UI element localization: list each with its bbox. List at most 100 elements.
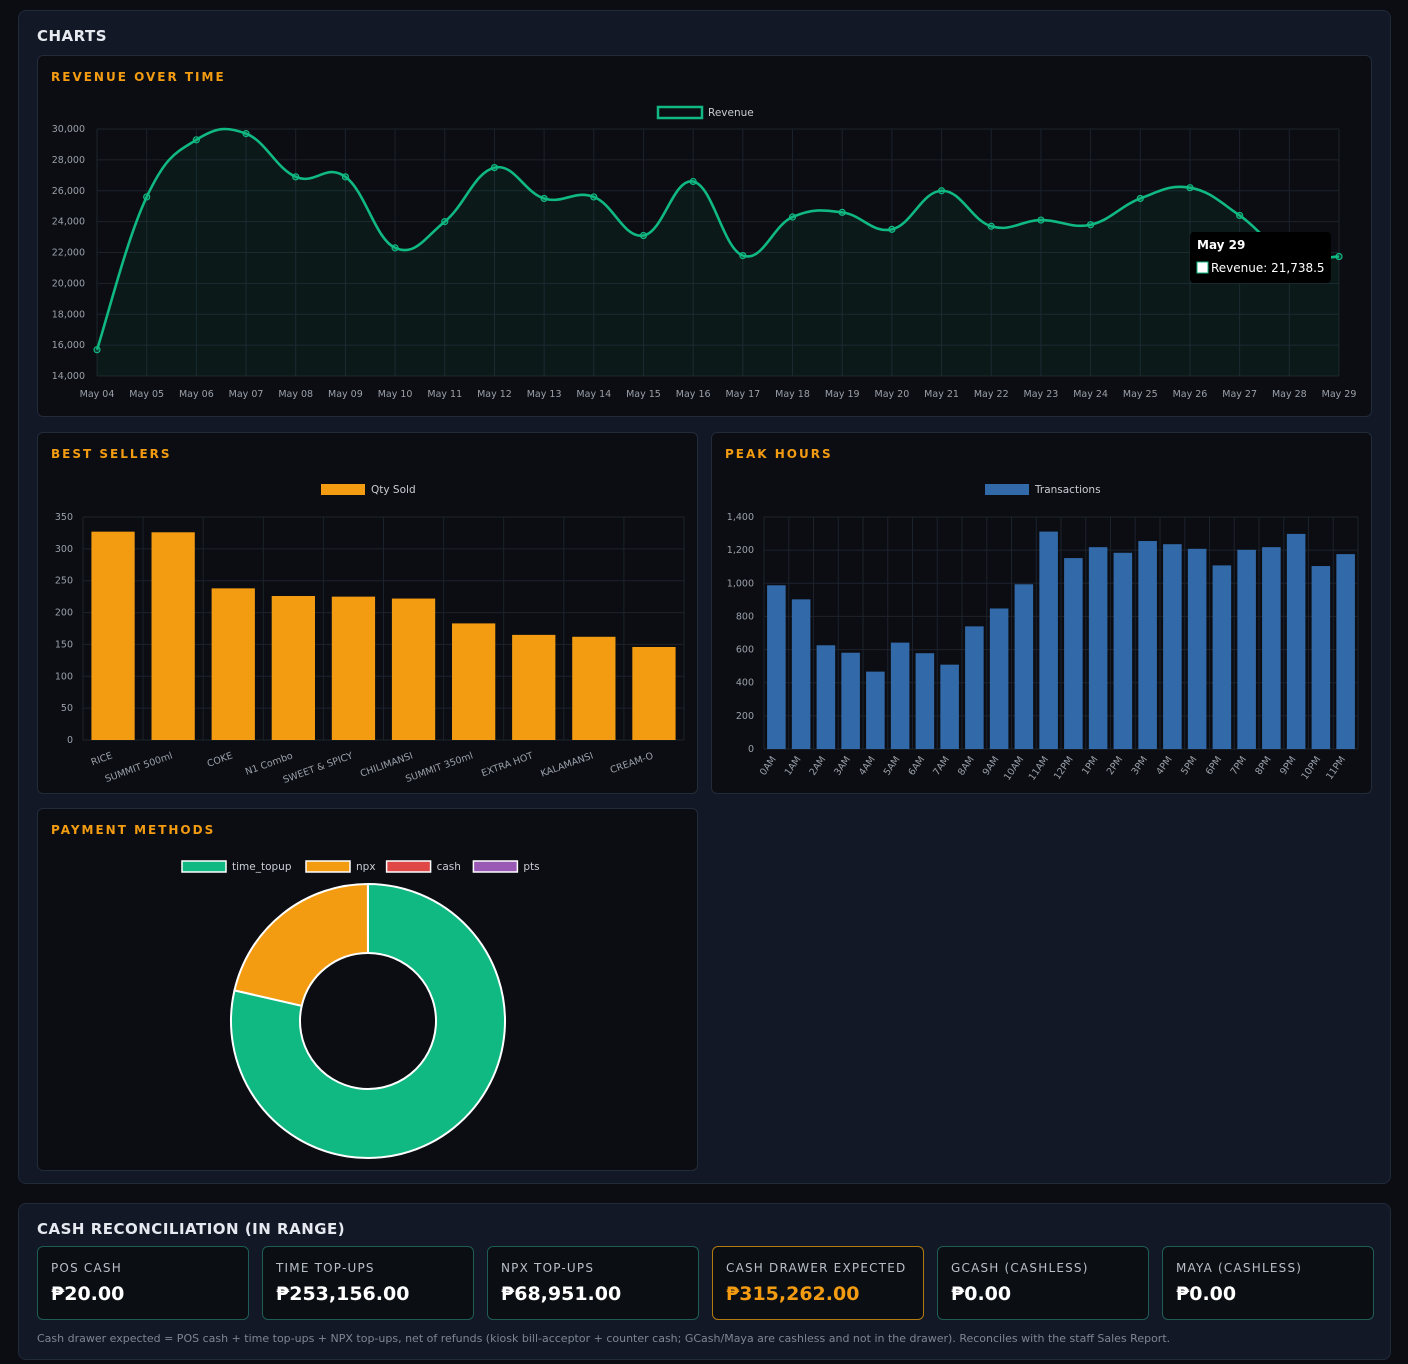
revenue-x-tick: May 20 [875,389,910,400]
revenue-point[interactable] [292,173,300,181]
best-sellers-x-tick: KALAMANSI [539,750,595,779]
revenue-x-tick: May 22 [974,389,1009,400]
revenue-point[interactable] [639,231,648,240]
revenue-point[interactable] [1136,194,1144,203]
revenue-point[interactable] [490,163,499,172]
peak-hours-bar[interactable] [1014,584,1034,749]
peak-hours-bar[interactable] [965,626,984,749]
revenue-point[interactable] [838,208,846,216]
revenue-chart: Revenue 14,000 16,000 18,000 20,000 22,000 24,… [52,105,1357,400]
payment-legend-swatch-npx[interactable] [305,860,351,873]
payment-legend-label: cash [437,861,461,873]
best-sellers-bar[interactable] [391,598,436,740]
peak-hours-bar[interactable] [940,664,959,749]
peak-hours-bar[interactable] [767,585,786,749]
peak-hours-bar[interactable] [1187,548,1207,749]
best-sellers-bar[interactable] [151,532,195,740]
revenue-point[interactable] [739,251,747,260]
best-sellers-x-tick: SUMMIT 350ml [404,750,475,785]
peak-hours-bar[interactable] [915,653,935,749]
payment-slice-time_topup[interactable] [230,882,506,1159]
revenue-point[interactable] [788,213,797,221]
peak-hours-bar[interactable] [1311,566,1331,749]
revenue-x-tick: May 04 [80,389,115,400]
peak-hours-bar[interactable] [1262,547,1281,749]
revenue-line [95,127,1340,351]
stat-value: ₱20.00 [51,1283,125,1305]
revenue-y-tick: 20,000 [52,278,85,289]
revenue-point[interactable] [1086,221,1095,229]
cash-recon-title: CASH RECONCILIATION (IN RANGE) [37,1220,346,1238]
revenue-point[interactable] [391,244,399,252]
revenue-point[interactable] [987,222,995,230]
revenue-point[interactable] [937,187,946,195]
best-sellers-bar[interactable] [572,636,616,740]
peak-hours-bar[interactable] [816,645,836,749]
payment-methods-card: PAYMENT METHODS time_topup npx cash pts [37,808,698,1171]
revenue-legend-swatch[interactable] [656,105,704,120]
payment-legend-swatch-cash[interactable] [385,860,432,873]
payment-legend-swatch-pts[interactable] [472,860,519,873]
revenue-point[interactable] [689,177,697,186]
recon-note: Cash drawer expected = POS cash + time t… [37,1332,1171,1345]
peak-hours-bar[interactable] [1237,549,1256,749]
peak-hours-legend-swatch[interactable] [985,484,1029,495]
peak-hours-bar[interactable] [841,652,860,749]
revenue-x-tick: May 29 [1322,389,1357,400]
peak-hours-bar[interactable] [1039,531,1058,749]
peak-hours-x-tick: 3PM [1130,754,1150,777]
peak-hours-bar[interactable] [1138,541,1157,749]
peak-hours-x-tick: 8PM [1253,754,1273,777]
revenue-point[interactable] [341,173,349,181]
peak-hours-bar[interactable] [1113,552,1133,749]
peak-hours-bar[interactable] [989,608,1009,749]
best-sellers-y-tick: 100 [55,671,73,682]
peak-hours-bar[interactable] [1064,558,1083,749]
revenue-point[interactable] [1236,211,1244,220]
best-sellers-bar[interactable] [632,646,676,740]
revenue-point[interactable] [590,193,598,201]
peak-hours-bar[interactable] [890,642,910,749]
best-sellers-bar[interactable] [512,634,556,740]
peak-hours-bar[interactable] [791,599,811,749]
stat-gcash: GCASH (CASHLESS) ₱0.00 [937,1246,1149,1320]
payment-legend-label: pts [523,861,539,873]
revenue-point[interactable] [540,194,548,203]
revenue-x-tick: May 17 [725,389,760,400]
revenue-point[interactable] [441,218,449,226]
revenue-y-tick: 14,000 [52,371,85,382]
peak-hours-bar[interactable] [1286,533,1306,749]
peak-hours-bar[interactable] [1212,565,1232,749]
peak-hours-bar[interactable] [1088,547,1108,749]
best-sellers-bar[interactable] [331,596,376,740]
best-sellers-bar[interactable] [91,531,135,740]
best-sellers-bar[interactable] [271,596,315,740]
revenue-point[interactable] [242,130,250,138]
best-sellers-x-tick: EXTRA HOT [480,750,535,779]
revenue-point[interactable] [1335,252,1343,261]
revenue-x-tick: May 11 [427,389,462,400]
best-sellers-bar[interactable] [452,623,496,740]
peak-hours-x-tick: 12PM [1052,754,1076,782]
revenue-point[interactable] [1186,184,1194,192]
peak-hours-y-tick: 600 [736,645,754,656]
revenue-point[interactable] [192,136,200,144]
peak-hours-x-tick: 1PM [1080,754,1100,777]
payment-legend-swatch-time_topup[interactable] [181,860,227,873]
revenue-x-tick: May 21 [924,389,959,400]
peak-hours-x-tick: 11PM [1324,754,1348,782]
best-sellers-legend-swatch[interactable] [321,484,365,495]
revenue-point[interactable] [1037,216,1045,224]
payment-slice-npx[interactable] [233,882,369,1007]
best-sellers-card: BEST SELLERS Qty Sold 0 50 100 150 200 250 300 3… [37,432,698,794]
tooltip-title: May 29 [1197,238,1245,252]
best-sellers-bar[interactable] [211,588,255,740]
peak-hours-bar[interactable] [866,671,885,749]
stat-maya: MAYA (CASHLESS) ₱0.00 [1162,1246,1374,1320]
revenue-x-tick: May 09 [328,389,363,400]
revenue-point[interactable] [143,193,151,201]
revenue-point[interactable] [888,225,896,233]
peak-hours-bar[interactable] [1163,544,1182,749]
revenue-point[interactable] [93,346,101,354]
peak-hours-bar[interactable] [1336,554,1355,749]
